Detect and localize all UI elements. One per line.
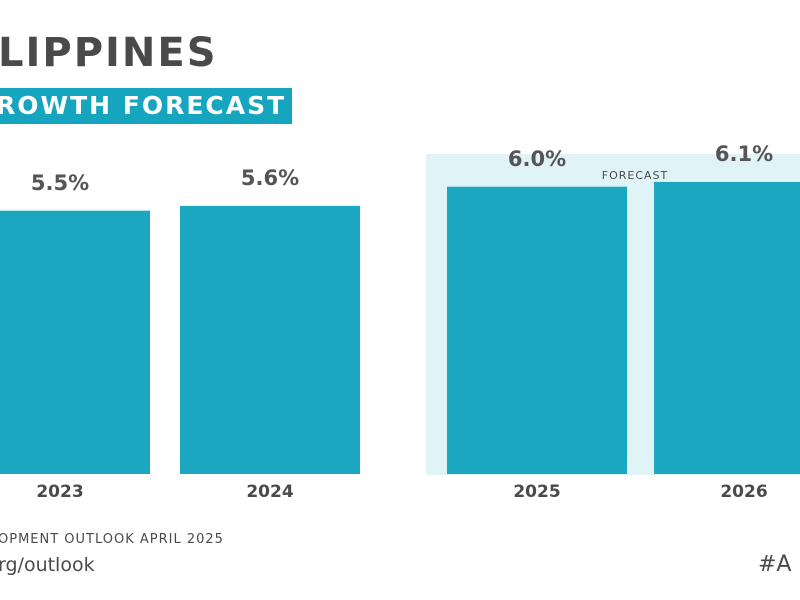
source-url: rg/outlook [0,554,95,576]
bar-2025 [447,186,627,474]
category-label-2024: 2024 [246,482,294,502]
subtitle-band [0,88,292,124]
bar-2023 [0,210,150,474]
source-note: OPMENT OUTLOOK APRIL 2025 [0,532,224,547]
value-label-2024: 5.6% [240,165,300,190]
bar-2024 [180,205,360,474]
value-label-2023: 5.5% [30,170,90,195]
category-label-2023: 2023 [36,482,84,502]
hashtag: #A [758,552,792,577]
category-label-2025: 2025 [513,482,561,502]
forecast-label: FORECAST [601,169,669,182]
chart-title: LIPPINES [0,30,218,76]
value-label-2026: 6.1% [714,141,774,166]
category-label-2026: 2026 [720,482,768,502]
value-label-2025: 6.0% [507,146,567,171]
bar-2026 [654,181,800,474]
chart-subtitle: ROWTH FORECAST [0,91,287,120]
